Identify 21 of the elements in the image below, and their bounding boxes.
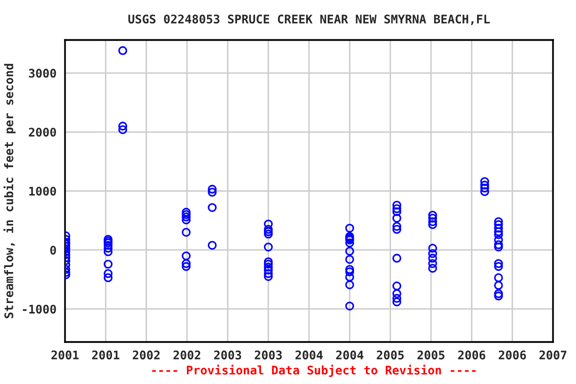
y-axis-title: Streamflow, in cubic feet per second: [4, 64, 16, 318]
x-tick-label: 2001: [51, 350, 79, 360]
x-tick-label: 2003: [214, 350, 242, 360]
y-tick-label: 2000: [28, 128, 56, 137]
x-tick-label: 2004: [295, 350, 323, 360]
x-tick-label: 2003: [254, 350, 282, 360]
x-tick-label: 2005: [376, 350, 404, 360]
chart-title: USGS 02248053 SPRUCE CREEK NEAR NEW SMYRNA BEACH,FL: [128, 14, 490, 25]
x-tick-label: 2001: [92, 350, 120, 360]
text: ---- Provisional Data Subject to Revision ----: [152, 364, 476, 377]
x-tick-label: 2005: [417, 350, 444, 360]
x-tick-label: 2006: [498, 350, 526, 360]
y-tick-label: -1000: [22, 304, 56, 314]
x-tick-label: 2006: [458, 350, 486, 360]
y-tick-label: 3000: [28, 68, 56, 78]
y-tick-label: 0: [50, 246, 56, 255]
x-tick-label: 2007: [539, 350, 566, 360]
x-tick-label: 2002: [173, 350, 200, 360]
x-tick-label: 2002: [132, 350, 160, 360]
x-tick-label: 2004: [336, 350, 364, 360]
y-tick-label: 1000: [29, 186, 56, 196]
